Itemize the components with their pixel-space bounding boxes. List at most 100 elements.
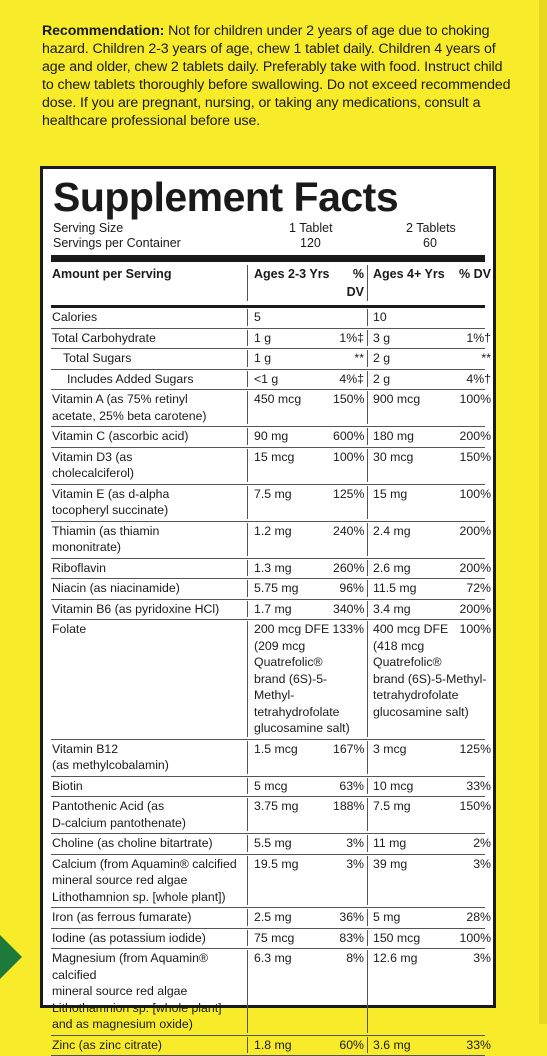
dv-b: 3%	[452, 950, 491, 1033]
serving-info: Serving Size Servings per Container 1 Ta…	[51, 221, 485, 262]
nutrient-name: Vitamin E (as d-alpha tocopheryl succina…	[51, 486, 247, 519]
dv-b: 200%	[452, 601, 491, 618]
amount-b: 2.6 mg	[367, 560, 452, 577]
header-col-a: Ages 2-3 Yrs	[247, 265, 333, 301]
amount-b: 3 g	[367, 330, 452, 347]
nutrient-name: Includes Added Sugars	[51, 371, 247, 388]
amount-a: <1 g	[247, 371, 333, 388]
serving-size-a: 1 Tablet	[289, 221, 333, 236]
dv-b: 100%	[452, 486, 491, 519]
table-row: Vitamin A (as 75% retinyl acetate, 25% b…	[51, 390, 485, 427]
amount-b: 150 mcg	[367, 930, 452, 947]
nutrient-name: Vitamin B6 (as pyridoxine HCl)	[51, 601, 247, 618]
amount-b: 2 g	[367, 371, 452, 388]
amount-b: 2 g	[367, 350, 452, 367]
amount-a: 1.2 mg	[247, 523, 333, 556]
dv-a: 167%	[333, 741, 367, 774]
dv-a: 83%	[333, 930, 367, 947]
amount-a: 1 g	[247, 350, 333, 367]
amount-b: 15 mg	[367, 486, 452, 519]
amount-a: 90 mg	[247, 428, 333, 445]
facts-header-row: Amount per Serving Ages 2-3 Yrs % DV Age…	[51, 262, 485, 308]
dv-b: 2%	[452, 835, 491, 852]
amount-a: 1.3 mg	[247, 560, 333, 577]
nutrient-name: Folate	[51, 621, 247, 737]
amount-a: 450 mcg	[247, 391, 333, 424]
amount-b: 10	[367, 309, 452, 326]
facts-title: Supplement Facts	[53, 175, 485, 219]
dv-a: 60%	[333, 1037, 367, 1054]
nutrient-name: Niacin (as niacinamide)	[51, 580, 247, 597]
amount-b: 7.5 mg	[367, 798, 452, 831]
table-row: Pantothenic Acid (as D-calcium pantothen…	[51, 797, 485, 834]
dv-b: 33%	[452, 1037, 491, 1054]
amount-b: 30 mcg	[367, 449, 452, 482]
nutrient-name: Total Sugars	[51, 350, 247, 367]
dv-a: **	[333, 350, 367, 367]
dv-b: 100%	[452, 391, 491, 424]
nutrient-name: Vitamin D3 (as cholecalciferol)	[51, 449, 247, 482]
table-row: Calcium (from Aquamin® calcified mineral…	[51, 855, 485, 909]
amount-b: 900 mcg	[367, 391, 452, 424]
header-dv-b: % DV	[452, 265, 491, 301]
dv-a: 63%	[333, 778, 367, 795]
servings-per-container-label: Servings per Container	[53, 236, 181, 251]
recommendation-text: Recommendation: Not for children under 2…	[42, 22, 512, 130]
amount-a: 1.8 mg	[247, 1037, 333, 1054]
dv-a: 8%	[333, 950, 367, 1033]
amount-a: 6.3 mg	[247, 950, 333, 1033]
amount-a: 75 mcg	[247, 930, 333, 947]
amount-b: 2.4 mg	[367, 523, 452, 556]
nutrient-name: Magnesium (from Aquamin® calcified miner…	[51, 950, 247, 1033]
servings-a: 120	[300, 236, 321, 251]
amount-b: 180 mg	[367, 428, 452, 445]
header-dv-a: % DV	[333, 265, 367, 301]
amount-b: 10 mcg	[367, 778, 452, 795]
dv-a: 340%	[333, 601, 367, 618]
nutrient-name: Biotin	[51, 778, 247, 795]
amount-per-serving-label: Amount per Serving	[51, 265, 247, 301]
folate-b-dv: 100%	[460, 621, 491, 638]
dv-a: 125%	[333, 486, 367, 519]
servings-b: 60	[423, 236, 437, 251]
folate-a-amount: 200 mcg DFE	[254, 621, 329, 638]
dv-b: 1%†	[452, 330, 491, 347]
dv-a: 240%	[333, 523, 367, 556]
folate-b-amount: 400 mcg DFE	[373, 621, 448, 638]
dv-a: 1%‡	[333, 330, 367, 347]
dv-a: 3%	[333, 856, 367, 906]
dv-b: 100%	[452, 930, 491, 947]
amount-a: 5.75 mg	[247, 580, 333, 597]
recommendation-label: Recommendation:	[42, 23, 164, 39]
dv-a: 100%	[333, 449, 367, 482]
amount-a: 1.5 mcg	[247, 741, 333, 774]
dv-a: 600%	[333, 428, 367, 445]
nutrient-name: Vitamin C (ascorbic acid)	[51, 428, 247, 445]
nutrient-name: Vitamin A (as 75% retinyl acetate, 25% b…	[51, 391, 247, 424]
table-row: Magnesium (from Aquamin® calcified miner…	[51, 949, 485, 1036]
dv-b: 4%†	[452, 371, 491, 388]
folate-b-detail: (418 mcg Quatrefolic® brand (6S)-5-Methy…	[373, 638, 491, 721]
nutrient-name: Zinc (as zinc citrate)	[51, 1037, 247, 1054]
dv-a: 36%	[333, 909, 367, 926]
header-col-b: Ages 4+ Yrs	[367, 265, 452, 301]
amount-a: 5	[247, 309, 333, 326]
amount-a: 1 g	[247, 330, 333, 347]
amount-b: 5 mg	[367, 909, 452, 926]
amount-b: 3.6 mg	[367, 1037, 452, 1054]
nutrient-name: Vitamin B12 (as methylcobalamin)	[51, 741, 247, 774]
